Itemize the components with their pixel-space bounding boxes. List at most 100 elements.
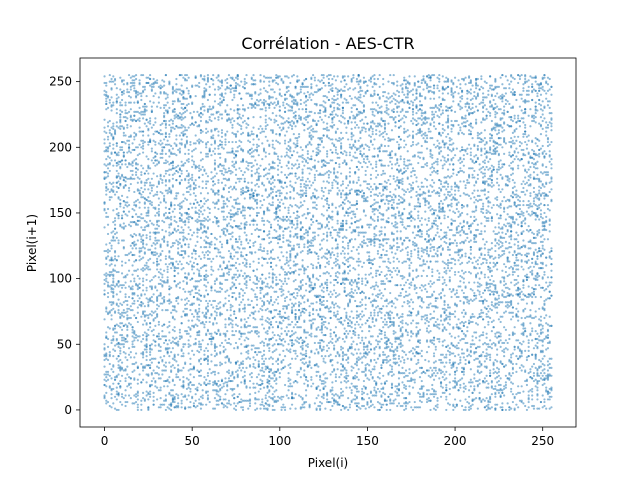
scatter-point xyxy=(515,218,518,221)
scatter-point xyxy=(275,360,278,363)
scatter-point xyxy=(459,194,462,197)
scatter-point xyxy=(415,243,418,246)
scatter-point xyxy=(278,278,281,282)
scatter-point xyxy=(201,265,204,268)
scatter-point xyxy=(243,310,246,313)
scatter-point xyxy=(273,101,276,104)
scatter-point xyxy=(152,403,155,406)
scatter-point xyxy=(541,267,544,270)
scatter-point xyxy=(254,106,257,109)
scatter-point xyxy=(296,381,299,384)
scatter-point xyxy=(252,281,255,284)
scatter-point xyxy=(539,202,543,205)
scatter-point xyxy=(236,177,239,180)
scatter-point xyxy=(120,214,124,217)
scatter-point xyxy=(308,158,311,161)
scatter-point xyxy=(364,242,367,245)
scatter-point xyxy=(229,209,232,212)
scatter-point xyxy=(112,209,115,212)
scatter-point xyxy=(403,402,406,405)
scatter-point xyxy=(368,364,371,367)
scatter-point xyxy=(236,130,239,133)
scatter-point xyxy=(446,92,450,95)
scatter-point xyxy=(357,315,360,318)
scatter-point xyxy=(506,110,509,113)
scatter-point xyxy=(304,118,308,121)
scatter-point xyxy=(511,88,514,91)
scatter-point xyxy=(399,249,402,253)
scatter-point xyxy=(364,284,367,287)
scatter-point xyxy=(133,114,136,117)
scatter-point xyxy=(446,190,450,194)
scatter-point xyxy=(301,339,304,342)
scatter-point xyxy=(196,318,199,321)
scatter-point xyxy=(439,182,443,186)
scatter-point xyxy=(534,196,537,199)
scatter-point xyxy=(113,395,117,398)
scatter-point xyxy=(231,147,234,150)
scatter-point xyxy=(248,152,252,155)
scatter-points xyxy=(103,73,553,412)
scatter-point xyxy=(257,331,260,334)
scatter-point xyxy=(320,197,323,200)
scatter-point xyxy=(548,374,551,377)
scatter-point xyxy=(452,156,455,159)
scatter-point xyxy=(198,307,201,310)
scatter-point xyxy=(434,369,437,372)
scatter-point xyxy=(536,332,539,335)
scatter-point xyxy=(105,108,108,111)
scatter-point xyxy=(255,182,259,186)
scatter-point xyxy=(322,290,325,293)
scatter-point xyxy=(466,236,469,239)
scatter-point xyxy=(133,209,136,212)
scatter-point xyxy=(205,316,208,320)
scatter-point xyxy=(397,198,401,201)
scatter-point xyxy=(320,354,323,358)
scatter-point xyxy=(327,73,330,77)
scatter-point xyxy=(459,126,462,129)
scatter-point xyxy=(163,175,166,178)
scatter-point xyxy=(445,142,448,145)
scatter-point xyxy=(255,206,259,209)
scatter-point xyxy=(446,306,450,309)
scatter-point xyxy=(301,148,304,152)
scatter-point xyxy=(443,210,446,213)
scatter-point xyxy=(157,131,160,134)
scatter-point xyxy=(275,114,278,117)
scatter-point xyxy=(175,113,178,116)
scatter-point xyxy=(266,76,269,79)
scatter-point xyxy=(227,169,231,173)
scatter-point xyxy=(213,147,217,150)
scatter-point xyxy=(306,379,309,383)
scatter-point xyxy=(362,314,366,317)
scatter-point xyxy=(362,126,366,129)
scatter-point xyxy=(259,164,262,167)
scatter-point xyxy=(390,251,394,254)
scatter-point xyxy=(380,297,383,300)
scatter-point xyxy=(515,370,518,373)
scatter-point xyxy=(348,256,352,259)
scatter-point xyxy=(271,190,274,194)
scatter-point xyxy=(355,248,359,251)
scatter-point xyxy=(313,251,316,254)
scatter-point xyxy=(445,242,448,245)
scatter-point xyxy=(496,261,499,264)
scatter-point xyxy=(545,130,548,133)
scatter-point xyxy=(245,190,248,194)
scatter-point xyxy=(252,223,255,226)
scatter-point xyxy=(317,227,320,230)
scatter-point xyxy=(473,94,476,98)
scatter-point xyxy=(147,177,150,180)
scatter-point xyxy=(126,314,129,317)
scatter-point xyxy=(326,261,329,264)
scatter-point xyxy=(241,255,245,258)
scatter-point xyxy=(392,193,395,196)
scatter-point xyxy=(231,330,234,333)
scatter-point xyxy=(120,226,124,229)
scatter-point xyxy=(390,94,394,98)
scatter-point xyxy=(534,357,537,360)
scatter-point xyxy=(350,121,353,124)
scatter-point xyxy=(105,176,108,179)
scatter-point xyxy=(508,260,511,263)
scatter-point xyxy=(434,217,437,220)
